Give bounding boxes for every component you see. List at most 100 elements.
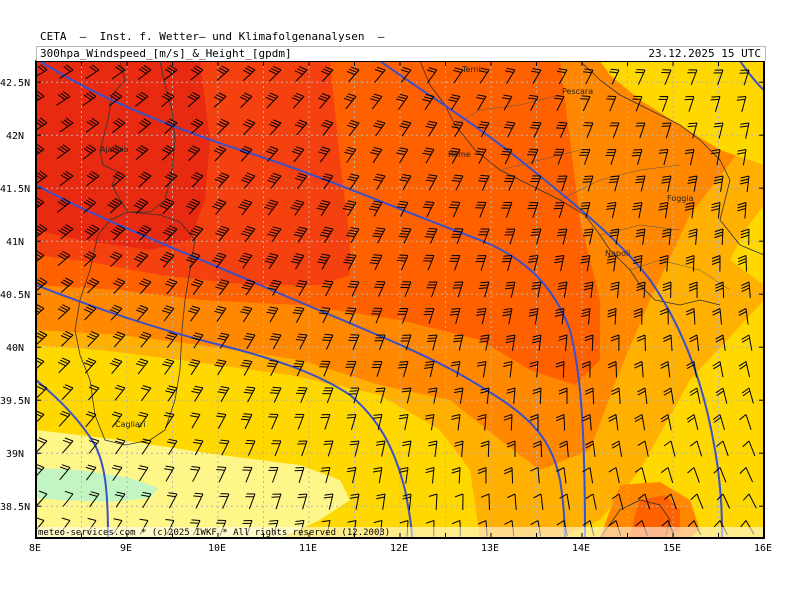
wind-barb (687, 467, 700, 483)
wind-barb (635, 175, 646, 192)
wind-barb (398, 414, 409, 431)
wind-barb (664, 493, 677, 510)
wind-barb (291, 146, 305, 163)
wind-barb (710, 202, 721, 219)
wind-barb (111, 464, 123, 481)
wind-barb (530, 467, 540, 484)
wind-barb (164, 465, 175, 482)
wind-barb (585, 440, 596, 457)
wind-barb (320, 467, 331, 484)
wind-barb (317, 253, 331, 270)
wind-barb (213, 92, 227, 108)
wind-barb (503, 467, 514, 484)
wind-barb (740, 228, 750, 246)
city-label-rome: Rome (448, 150, 471, 159)
wind-barb (137, 411, 149, 428)
wind-barb (295, 280, 308, 297)
wind-barb (606, 95, 617, 112)
wind-barb (140, 438, 152, 455)
wind-barb (451, 174, 464, 191)
height-contour-2 (379, 61, 723, 538)
wind-barb (559, 440, 569, 457)
wind-barb (86, 277, 100, 294)
wind-barb (633, 361, 644, 378)
lon-label: 10E (208, 543, 226, 554)
wind-barb (658, 149, 669, 166)
wind-barb (109, 144, 123, 160)
wind-barb (688, 281, 698, 299)
wind-barb (240, 306, 253, 323)
wind-barb (219, 439, 230, 456)
wind-barb (660, 414, 672, 431)
wind-barb (187, 91, 201, 108)
lon-label: 15E (663, 543, 681, 554)
lon-label: 16E (754, 543, 772, 554)
wind-barb (684, 96, 695, 112)
wind-barb (347, 280, 360, 297)
wind-barb (292, 306, 305, 323)
wind-barb (316, 200, 331, 217)
wind-barb (527, 255, 539, 272)
wind-barb (86, 331, 100, 347)
wind-barb (687, 69, 698, 86)
wind-barb (448, 94, 461, 111)
lon-label: 13E (481, 543, 499, 554)
wind-barb (631, 149, 643, 165)
wind-barb (114, 384, 126, 401)
wind-barb (687, 175, 698, 192)
wind-barb (658, 96, 669, 112)
wind-barb (60, 330, 74, 347)
wind-barb (662, 334, 673, 352)
wind-barb (344, 307, 357, 324)
wind-barb (214, 305, 227, 322)
wind-barb (480, 493, 490, 511)
wind-barb (161, 145, 175, 161)
wind-barb (606, 255, 617, 272)
organization-header: CETA — Inst. f. Wetter— und Klimafolgena… (40, 30, 385, 43)
wind-barb (345, 361, 357, 377)
wind-barb (450, 361, 461, 378)
wind-barb (426, 281, 438, 298)
wind-barb (684, 149, 695, 166)
wind-barb (478, 67, 490, 84)
height-contour-6 (739, 61, 764, 91)
wind-barb (739, 414, 752, 430)
coastlines (74, 61, 764, 538)
wind-barb (322, 387, 334, 404)
wind-barb (400, 281, 412, 297)
wind-barb (136, 224, 152, 241)
wind-barb (85, 64, 100, 80)
wind-barb (397, 308, 409, 324)
wind-barb (505, 281, 516, 298)
wind-barb (293, 226, 308, 243)
wind-barb (109, 304, 123, 321)
wind-barb (245, 493, 256, 510)
wind-barb (112, 331, 126, 348)
wind-barb (60, 277, 74, 293)
wind-barb (319, 360, 331, 377)
wind-barb (690, 493, 704, 509)
wind-barb (369, 200, 383, 217)
wind-barb (422, 201, 435, 218)
wind-barb (57, 304, 71, 320)
wind-barb (348, 334, 360, 350)
wind-barb (396, 147, 409, 164)
wind-barb (716, 493, 731, 509)
wind-barb (193, 439, 204, 456)
wind-barb (611, 493, 624, 510)
wind-barb (268, 467, 279, 483)
city-label-pescara: Pescara (562, 87, 593, 96)
wind-barb (606, 202, 617, 219)
wind-barb (238, 199, 253, 216)
wind-barb (396, 200, 409, 217)
wind-barb (271, 440, 282, 457)
wind-barb (370, 93, 383, 110)
wind-barb (557, 68, 568, 85)
wind-barb (135, 144, 149, 161)
wind-barb (609, 68, 620, 85)
wind-barb (109, 358, 123, 375)
wind-barb (36, 144, 45, 156)
lon-label: 9E (120, 543, 132, 554)
wind-barb (424, 361, 435, 378)
